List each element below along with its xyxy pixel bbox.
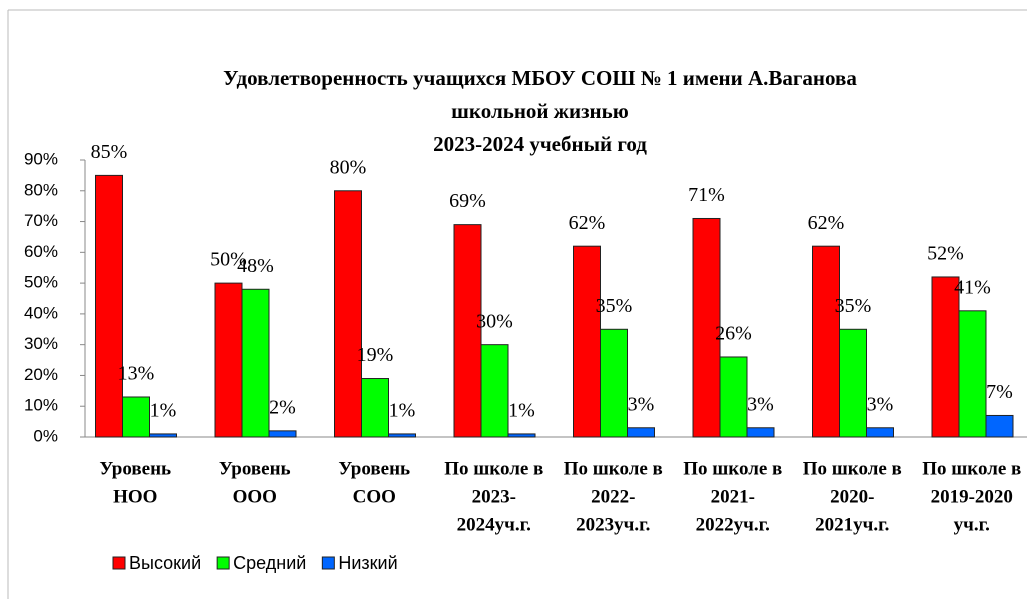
data-label: 19% — [357, 344, 394, 366]
bar — [573, 245, 601, 438]
legend-swatch — [112, 556, 126, 570]
x-tick-label: ООО — [233, 486, 277, 507]
chart-title: Удовлетворенность учащихся МБОУ СОШ № 1 … — [223, 66, 857, 90]
bar — [507, 433, 536, 438]
data-label: 2% — [269, 396, 296, 418]
bar — [149, 433, 177, 438]
x-tick-label: 2024уч.г. — [457, 514, 531, 535]
bar — [719, 356, 748, 438]
data-label: 41% — [954, 276, 991, 298]
y-tick-label: 10% — [24, 396, 58, 415]
data-label: 35% — [596, 295, 633, 317]
data-label: 3% — [747, 393, 774, 415]
chart-title: 2023-2024 учебный год — [433, 132, 647, 156]
bar — [241, 288, 270, 438]
bar — [388, 433, 416, 438]
x-tick-label: 2022- — [591, 486, 635, 507]
bar — [985, 414, 1014, 438]
y-tick-label: 0% — [33, 426, 58, 445]
x-tick-label: 2020- — [830, 486, 874, 507]
data-label: 85% — [91, 141, 128, 163]
x-tick-label: Уровень — [219, 458, 291, 479]
bar — [958, 310, 987, 438]
y-tick-label: 60% — [24, 242, 58, 261]
x-tick-label: 2023- — [472, 486, 516, 507]
bar — [839, 328, 867, 438]
legend-label: Высокий — [129, 553, 201, 573]
data-label: 50% — [210, 249, 247, 271]
data-label: 71% — [688, 184, 725, 206]
data-label: 80% — [330, 156, 367, 178]
y-tick-label: 50% — [24, 273, 58, 292]
x-tick-label: Уровень — [338, 458, 410, 479]
bar — [214, 282, 243, 438]
data-label: 26% — [715, 323, 752, 345]
x-tick-label: Уровень — [99, 458, 171, 479]
x-tick-label: НОО — [113, 486, 157, 507]
bar — [122, 396, 150, 438]
data-label: 3% — [867, 393, 894, 415]
x-tick-label: По школе в — [444, 458, 543, 479]
x-tick-label: 2022уч.г. — [696, 514, 770, 535]
bar — [627, 427, 655, 438]
bar — [931, 276, 960, 438]
x-tick-label: уч.г. — [954, 514, 990, 535]
x-tick-label: По школе в — [683, 458, 782, 479]
data-label: 69% — [449, 190, 486, 212]
y-tick-label: 80% — [24, 180, 58, 199]
x-tick-label: По школе в — [922, 458, 1021, 479]
data-label: 52% — [927, 243, 964, 265]
legend-swatch — [321, 556, 335, 570]
data-label: 62% — [808, 212, 845, 234]
x-tick-label: 2023уч.г. — [576, 514, 650, 535]
data-label: 48% — [237, 255, 274, 277]
bar — [95, 174, 123, 438]
bar — [692, 217, 721, 438]
bar — [361, 378, 389, 438]
bar — [334, 190, 362, 438]
bar — [866, 427, 894, 438]
data-label: 3% — [628, 393, 655, 415]
data-label: 1% — [389, 400, 416, 422]
bar — [453, 224, 482, 438]
chart-title: школьной жизнью — [451, 99, 629, 123]
x-tick-label: 2019-2020 — [931, 486, 1013, 507]
x-tick-label: СОО — [353, 486, 396, 507]
y-tick-label: 90% — [24, 149, 58, 168]
bar — [746, 427, 775, 438]
data-label: 35% — [835, 295, 872, 317]
y-tick-label: 40% — [24, 303, 58, 322]
data-label: 1% — [150, 400, 177, 422]
data-label: 1% — [508, 400, 535, 422]
bar — [812, 245, 840, 438]
data-label: 13% — [118, 363, 155, 385]
y-tick-label: 20% — [24, 365, 58, 384]
x-tick-label: 2021- — [711, 486, 755, 507]
y-tick-label: 70% — [24, 211, 58, 230]
y-tick-label: 30% — [24, 334, 58, 353]
data-label: 30% — [476, 310, 513, 332]
data-label: 62% — [569, 212, 606, 234]
x-tick-label: По школе в — [803, 458, 902, 479]
bar — [480, 344, 509, 438]
bar — [268, 430, 297, 438]
legend-swatch — [216, 556, 230, 570]
legend-label: Средний — [233, 553, 306, 573]
x-tick-label: По школе в — [564, 458, 663, 479]
bar — [600, 328, 628, 438]
x-tick-label: 2021уч.г. — [815, 514, 889, 535]
data-label: 7% — [986, 381, 1013, 403]
legend-label: Низкий — [338, 553, 397, 573]
